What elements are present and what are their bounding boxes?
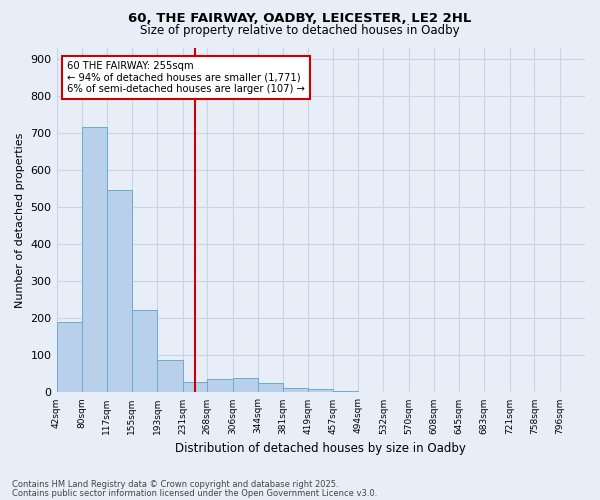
Y-axis label: Number of detached properties: Number of detached properties xyxy=(15,132,25,308)
Bar xyxy=(132,310,157,392)
Bar xyxy=(82,127,107,392)
Bar xyxy=(283,388,308,392)
Bar xyxy=(56,322,82,392)
Text: Contains public sector information licensed under the Open Government Licence v3: Contains public sector information licen… xyxy=(12,488,377,498)
X-axis label: Distribution of detached houses by size in Oadby: Distribution of detached houses by size … xyxy=(175,442,466,455)
Bar xyxy=(182,382,208,392)
Bar xyxy=(157,360,182,392)
Text: 60 THE FAIRWAY: 255sqm
← 94% of detached houses are smaller (1,771)
6% of semi-d: 60 THE FAIRWAY: 255sqm ← 94% of detached… xyxy=(67,62,305,94)
Bar xyxy=(258,383,283,392)
Text: Contains HM Land Registry data © Crown copyright and database right 2025.: Contains HM Land Registry data © Crown c… xyxy=(12,480,338,489)
Text: Size of property relative to detached houses in Oadby: Size of property relative to detached ho… xyxy=(140,24,460,37)
Text: 60, THE FAIRWAY, OADBY, LEICESTER, LE2 2HL: 60, THE FAIRWAY, OADBY, LEICESTER, LE2 2… xyxy=(128,12,472,26)
Bar xyxy=(233,378,258,392)
Bar xyxy=(208,380,233,392)
Bar xyxy=(107,190,132,392)
Bar xyxy=(308,390,334,392)
